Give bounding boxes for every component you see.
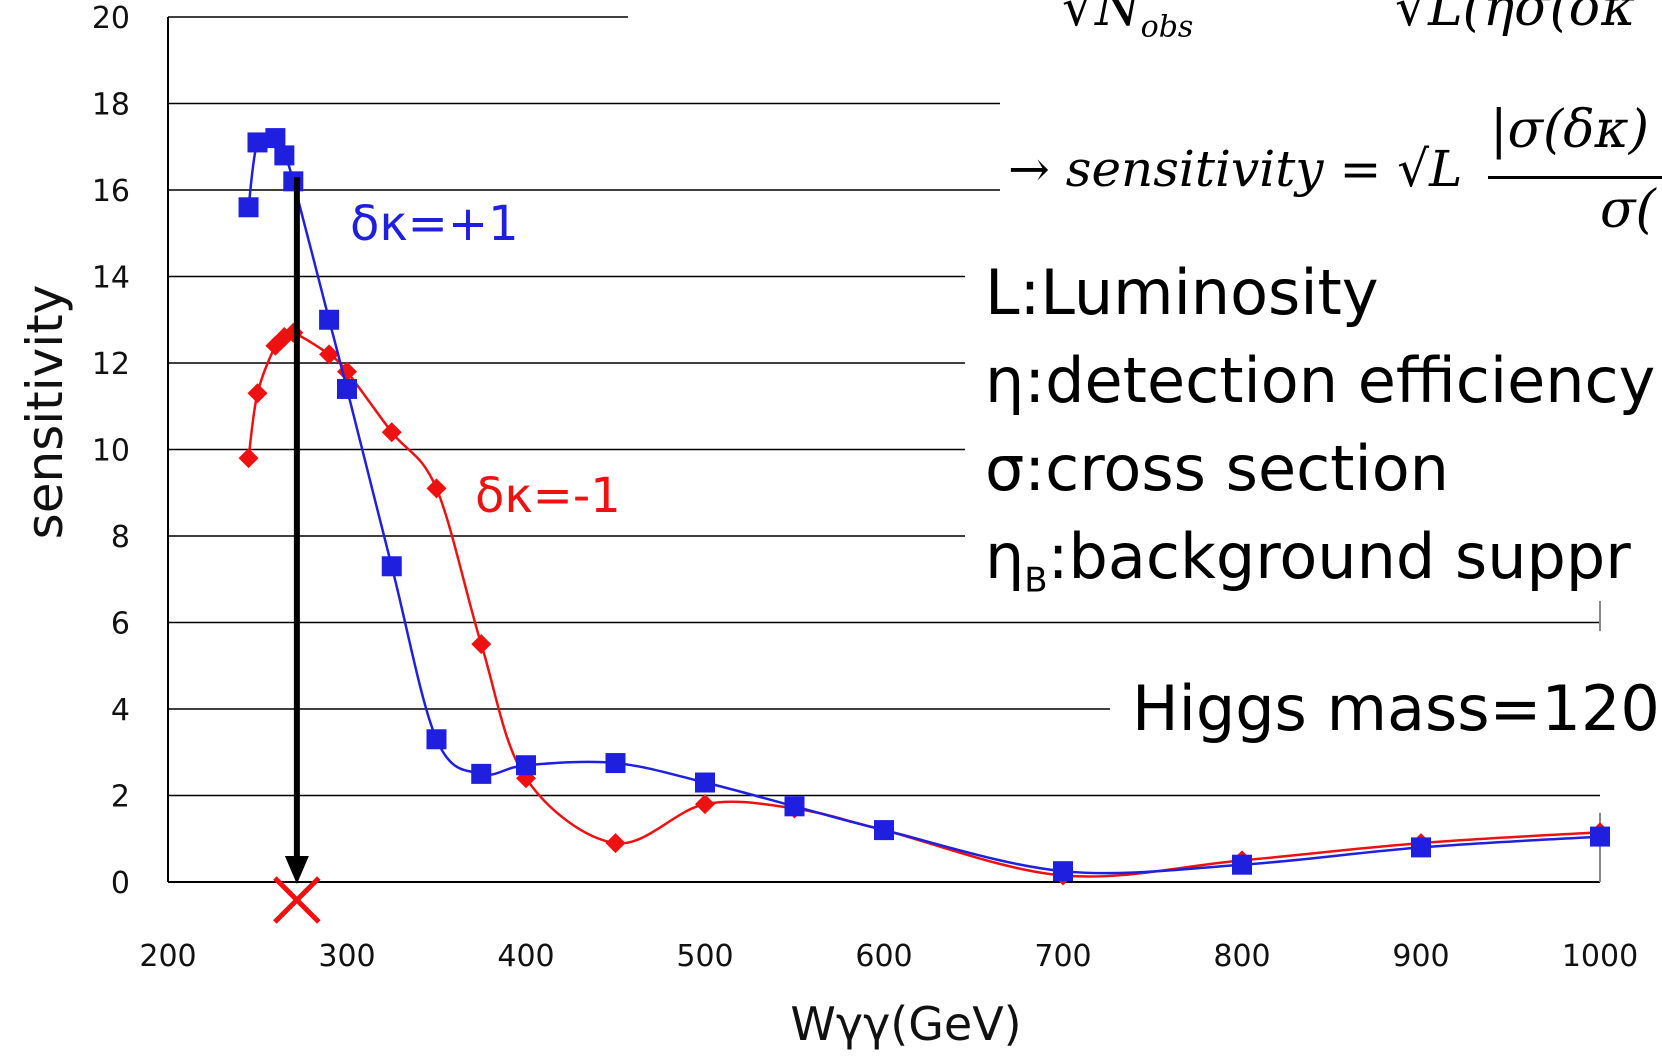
x-tick-600: 600 [855, 939, 912, 974]
x-tick-300: 300 [318, 939, 375, 974]
y-tick-2: 2 [111, 780, 130, 815]
point-plus-325 [381, 556, 402, 577]
point-plus-550 [784, 796, 805, 817]
point-plus-700 [1053, 861, 1073, 882]
series-group [238, 128, 1610, 886]
formula-fraction-numerator: |σ(δκ) [1490, 100, 1649, 160]
y-tick-10: 10 [92, 434, 130, 469]
x-tick-400: 400 [497, 939, 554, 974]
point-minus-450 [605, 833, 626, 854]
axes [167, 17, 1601, 883]
y-tick-labels: 0 2 4 6 8 10 12 14 16 18 20 [92, 1, 130, 901]
point-plus-270 [283, 171, 304, 192]
point-minus-245 [238, 448, 259, 469]
series-plus [238, 128, 1610, 882]
series-line-plus [247, 133, 1601, 875]
arrow-head [284, 856, 309, 884]
legend-background-text: :background suppr [1047, 520, 1631, 593]
x-tick-500: 500 [676, 939, 733, 974]
point-plus-1000 [1590, 826, 1610, 847]
x-tick-200: 200 [139, 939, 196, 974]
point-minus-500 [695, 794, 715, 815]
x-tick-labels: 200 300 400 500 600 700 800 900 1000 [139, 939, 1638, 974]
legend-luminosity: L:Luminosity [985, 256, 1379, 329]
point-plus-265 [274, 145, 295, 166]
formula-top-right: √L(ησ(δκ [1395, 0, 1636, 38]
legend-efficiency: η:detection efficiency [985, 344, 1656, 417]
annotations [273, 177, 321, 924]
y-tick-6: 6 [111, 607, 130, 642]
point-plus-900 [1411, 837, 1431, 858]
point-plus-500 [695, 772, 715, 793]
point-plus-245 [238, 197, 259, 218]
legend-cross-section: σ:cross section [985, 432, 1449, 505]
y-tick-14: 14 [92, 261, 130, 296]
legend-background-symbol: η [985, 520, 1025, 593]
point-minus-250 [247, 383, 268, 404]
point-plus-600 [874, 820, 894, 841]
point-plus-260 [265, 128, 286, 149]
higgs-mass-note: Higgs mass=120 [1132, 672, 1660, 745]
point-plus-450 [605, 753, 626, 774]
point-minus-375 [471, 634, 492, 655]
y-tick-12: 12 [92, 347, 130, 382]
formula-fraction-denominator: σ( [1600, 180, 1656, 240]
y-tick-20: 20 [92, 1, 130, 36]
formula-main: → sensitivity = √L [1008, 140, 1463, 198]
x-axis-label: Wγγ(GeV) [790, 997, 1021, 1051]
point-minus-325 [381, 422, 402, 443]
series-label-plus: δκ=+1 [350, 196, 519, 252]
point-minus-350 [426, 478, 447, 499]
y-tick-18: 18 [92, 88, 130, 123]
point-plus-300 [337, 378, 357, 399]
point-plus-375 [471, 763, 492, 784]
point-plus-800 [1232, 854, 1252, 875]
point-plus-400 [516, 755, 536, 776]
point-plus-250 [247, 132, 268, 153]
y-tick-8: 8 [111, 520, 130, 555]
y-tick-0: 0 [111, 866, 130, 901]
x-tick-800: 800 [1213, 939, 1270, 974]
x-tick-1000: 1000 [1562, 939, 1638, 974]
x-tick-700: 700 [1034, 939, 1091, 974]
formula-top-left: √Nobs [1062, 0, 1194, 45]
x-tick-900: 900 [1392, 939, 1449, 974]
y-axis-label: sensitivity [16, 285, 74, 540]
cross-mark-b [273, 876, 321, 924]
formula-fraction-bar [1488, 176, 1662, 179]
point-plus-290 [319, 309, 340, 330]
series-label-minus: δκ=-1 [475, 468, 621, 524]
point-plus-350 [426, 729, 447, 750]
legend-background-sub: B [1024, 560, 1048, 601]
grid-lines [168, 16, 1600, 797]
y-tick-16: 16 [92, 174, 130, 209]
y-tick-4: 4 [111, 693, 130, 728]
point-minus-290 [319, 344, 340, 365]
legend-background: ηB:background suppr [985, 526, 1631, 601]
